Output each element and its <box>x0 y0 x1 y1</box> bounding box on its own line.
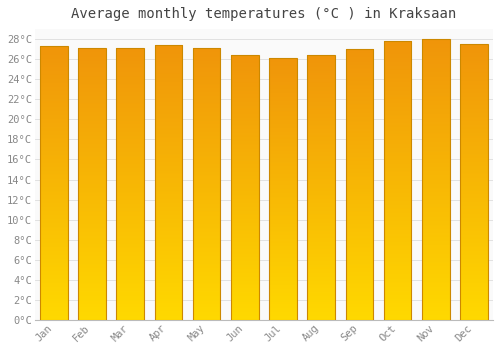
Bar <box>116 48 144 320</box>
Bar <box>40 46 68 320</box>
Bar <box>154 45 182 320</box>
Bar <box>231 55 258 320</box>
Bar <box>346 49 373 320</box>
Bar <box>308 55 335 320</box>
Bar <box>422 39 450 320</box>
Bar <box>269 58 296 320</box>
Title: Average monthly temperatures (°C ) in Kraksaan: Average monthly temperatures (°C ) in Kr… <box>72 7 456 21</box>
Bar <box>78 48 106 320</box>
Bar <box>384 41 411 320</box>
Bar <box>460 44 487 320</box>
Bar <box>193 48 220 320</box>
